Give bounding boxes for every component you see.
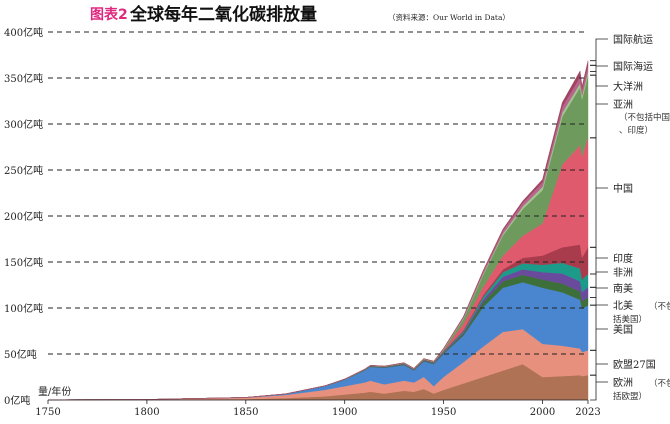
area-aviation <box>47 60 589 401</box>
legend-note: （不包 <box>649 301 670 312</box>
legend-label-shipping: 国际海运 <box>613 60 653 73</box>
legend-bracket <box>590 271 608 288</box>
figure-label: 图表2 <box>90 6 128 23</box>
legend-label-india: 印度 <box>613 252 633 265</box>
y-tick-label: 350亿吨 <box>4 72 43 85</box>
legend-bracket <box>590 38 608 66</box>
gridlines <box>48 31 588 355</box>
legend-bracket <box>590 297 608 306</box>
legend-label-usa: 美国 <box>613 323 633 336</box>
legend-bracket <box>590 374 608 401</box>
legend-bracket <box>590 304 608 351</box>
y-tick-label: 150亿吨 <box>4 256 43 269</box>
legend-bracket <box>590 71 608 87</box>
x-tick-label: 1750 <box>35 407 60 418</box>
x-tick-label: 2000 <box>530 407 555 418</box>
y-tick-label: 400亿吨 <box>4 26 43 39</box>
x-tick-label: 1950 <box>431 407 456 418</box>
y-unit-label: 量/年份 <box>38 385 71 398</box>
legend-bracket <box>590 246 608 275</box>
y-tick-label: 100亿吨 <box>4 302 43 315</box>
legend-label-south_america: 南美 <box>613 282 633 295</box>
x-tick-label: 1800 <box>134 407 159 418</box>
legend-label-africa: 非洲 <box>613 267 633 279</box>
x-tick-label: 1900 <box>332 407 357 418</box>
y-tick-label: 200亿吨 <box>4 210 43 223</box>
legend-label-na_other: 北美 <box>613 299 633 312</box>
legend-label-oceania: 大洋洲 <box>613 80 643 93</box>
legend-bracket <box>590 64 608 72</box>
legend-bracket <box>590 349 608 376</box>
legend-bracket <box>590 137 608 248</box>
legend-label-asia_other: 亚洲 <box>613 99 633 111</box>
legend-label-eu27: 欧盟27国 <box>613 359 656 371</box>
legend-label-china: 中国 <box>613 182 633 195</box>
y-tick-label: 300亿吨 <box>4 118 43 131</box>
x-tick-label: 2023 <box>575 407 600 418</box>
chart-title: 全球每年二氧化碳排放量 <box>129 4 317 25</box>
legend-note: 、印度） <box>619 125 653 136</box>
legend-note: 括美国） <box>613 314 647 325</box>
chart-source: （资料来源：Our World in Data） <box>388 12 510 22</box>
legend: 国际航运国际海运大洋洲亚洲（不包括中国、印度）中国印度非洲南美北美（不包括美国）… <box>590 33 670 402</box>
y-tick-label: 0亿吨 <box>4 394 30 407</box>
stacked-areas <box>47 60 589 401</box>
legend-note: （不包括中国 <box>619 112 670 123</box>
x-tick-label: 1850 <box>233 407 258 418</box>
legend-bracket <box>590 74 608 139</box>
legend-label-aviation: 国际航运 <box>613 33 653 46</box>
x-axis: 1750 1800 1850 1900 1950 2000 2023 <box>35 399 601 418</box>
legend-note: （不包 <box>649 378 670 389</box>
legend-note: 括欧盟） <box>613 391 647 402</box>
y-axis-ticks: 0亿吨 50亿吨 100亿吨 150亿吨 200亿吨 250亿吨 300亿吨 350亿吨 400… <box>4 26 43 407</box>
legend-bracket <box>590 286 608 298</box>
y-tick-label: 250亿吨 <box>4 164 43 177</box>
legend-label-europe_other: 欧洲 <box>613 377 633 389</box>
y-tick-label: 50亿吨 <box>4 348 37 361</box>
